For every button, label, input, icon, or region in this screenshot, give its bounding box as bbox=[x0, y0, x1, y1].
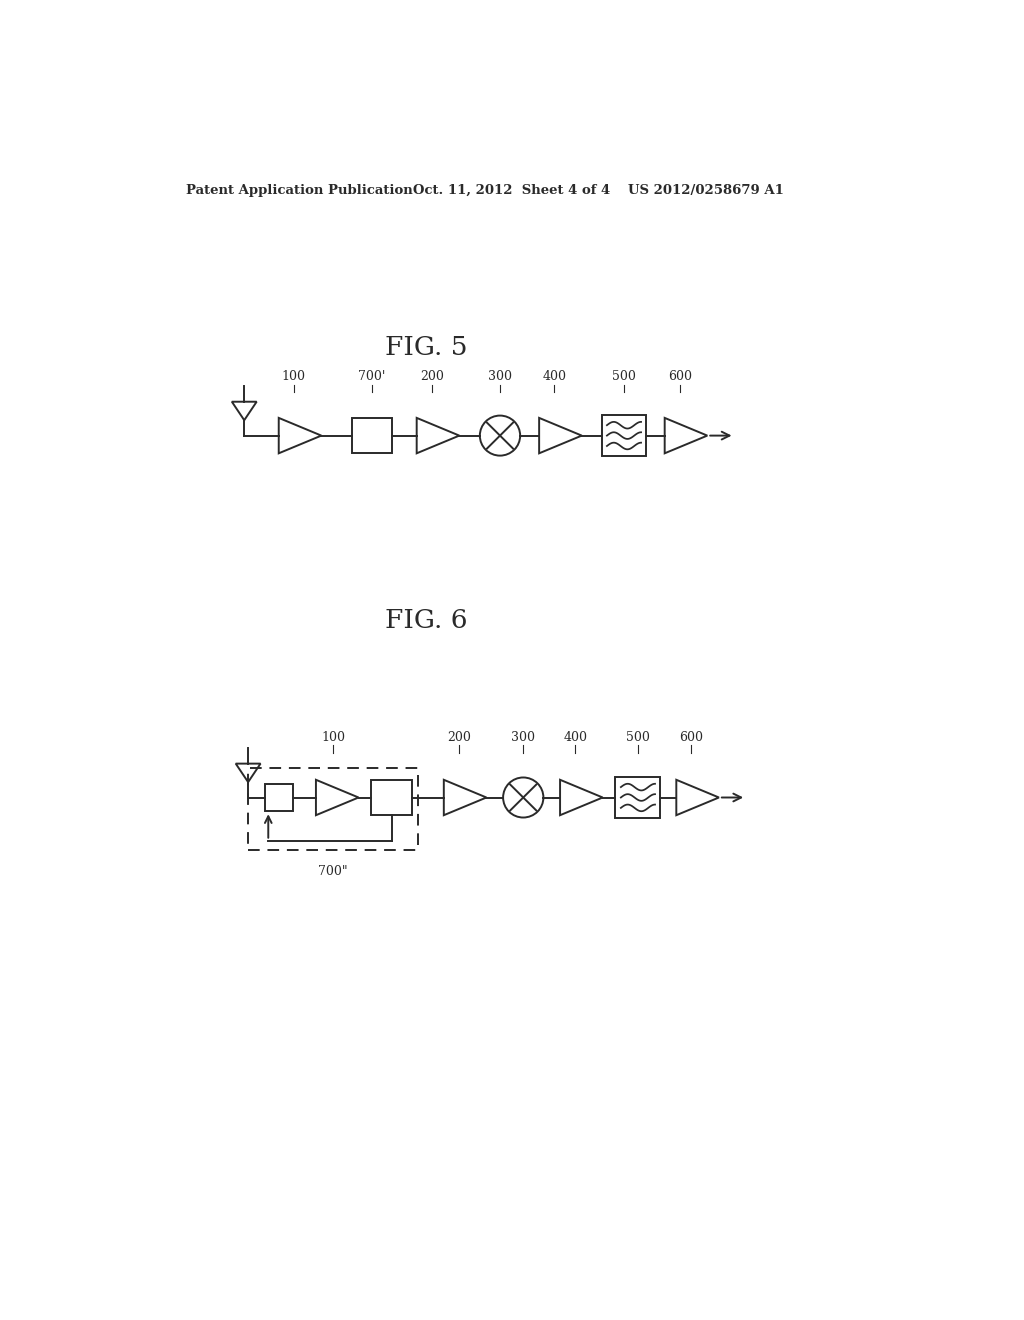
Text: 300: 300 bbox=[488, 370, 512, 383]
Text: 100: 100 bbox=[322, 730, 345, 743]
Text: 500: 500 bbox=[626, 730, 650, 743]
Text: 700": 700" bbox=[318, 866, 348, 878]
Polygon shape bbox=[236, 763, 260, 781]
Bar bbox=[601, 414, 646, 457]
Text: FIG. 5: FIG. 5 bbox=[385, 334, 468, 359]
Text: Oct. 11, 2012  Sheet 4 of 4: Oct. 11, 2012 Sheet 4 of 4 bbox=[414, 185, 610, 197]
Circle shape bbox=[480, 416, 520, 455]
Text: 600: 600 bbox=[680, 730, 703, 743]
Text: 100: 100 bbox=[282, 370, 306, 383]
Text: FIG. 6: FIG. 6 bbox=[385, 609, 468, 632]
Polygon shape bbox=[443, 780, 486, 816]
Text: 500: 500 bbox=[612, 370, 636, 383]
Text: 200: 200 bbox=[420, 370, 443, 383]
Bar bbox=[372, 780, 412, 816]
Bar bbox=[265, 784, 293, 812]
Bar bbox=[615, 776, 660, 818]
Polygon shape bbox=[231, 401, 257, 420]
Text: 400: 400 bbox=[543, 370, 566, 383]
Text: 300: 300 bbox=[511, 730, 536, 743]
Polygon shape bbox=[279, 418, 322, 453]
Polygon shape bbox=[316, 780, 358, 816]
Text: US 2012/0258679 A1: US 2012/0258679 A1 bbox=[628, 185, 783, 197]
Text: Patent Application Publication: Patent Application Publication bbox=[186, 185, 413, 197]
Bar bbox=[248, 768, 418, 850]
Polygon shape bbox=[665, 418, 708, 453]
Text: 400: 400 bbox=[563, 730, 587, 743]
Text: 600: 600 bbox=[668, 370, 692, 383]
Text: 200: 200 bbox=[447, 730, 471, 743]
Polygon shape bbox=[676, 780, 719, 816]
Bar bbox=[352, 418, 392, 453]
Polygon shape bbox=[417, 418, 460, 453]
Circle shape bbox=[503, 777, 544, 817]
Polygon shape bbox=[560, 780, 603, 816]
Text: 700': 700' bbox=[358, 370, 386, 383]
Polygon shape bbox=[540, 418, 582, 453]
